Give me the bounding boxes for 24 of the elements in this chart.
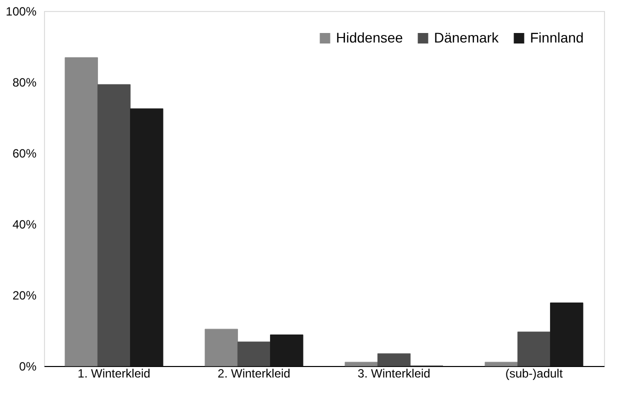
- y-tick-label: 60%: [12, 146, 37, 160]
- legend-label: Hiddensee: [336, 29, 404, 46]
- y-tick-label: 40%: [12, 218, 37, 232]
- legend-label: Finnland: [530, 29, 584, 46]
- bar: [237, 342, 271, 366]
- bar: [64, 57, 98, 366]
- bar: [204, 328, 238, 366]
- y-tick-label: 20%: [12, 288, 37, 302]
- x-tick-label: (sub-)adult: [505, 366, 564, 380]
- x-tick-label: 3. Winterkleid: [358, 366, 430, 380]
- bar: [130, 108, 164, 366]
- bar: [550, 302, 584, 366]
- bar: [97, 84, 131, 366]
- bar: [377, 353, 411, 366]
- bar: [484, 362, 518, 366]
- bar: [344, 362, 378, 366]
- y-tick-label: 100%: [6, 4, 37, 18]
- legend-label: Dänemark: [434, 29, 500, 46]
- x-tick-label: 1. Winterkleid: [78, 366, 150, 380]
- y-tick-label: 0%: [19, 360, 37, 374]
- y-tick-label: 80%: [12, 76, 37, 90]
- bar: [270, 334, 304, 366]
- x-tick-label: 2. Winterkleid: [218, 366, 290, 380]
- bar: [517, 332, 551, 366]
